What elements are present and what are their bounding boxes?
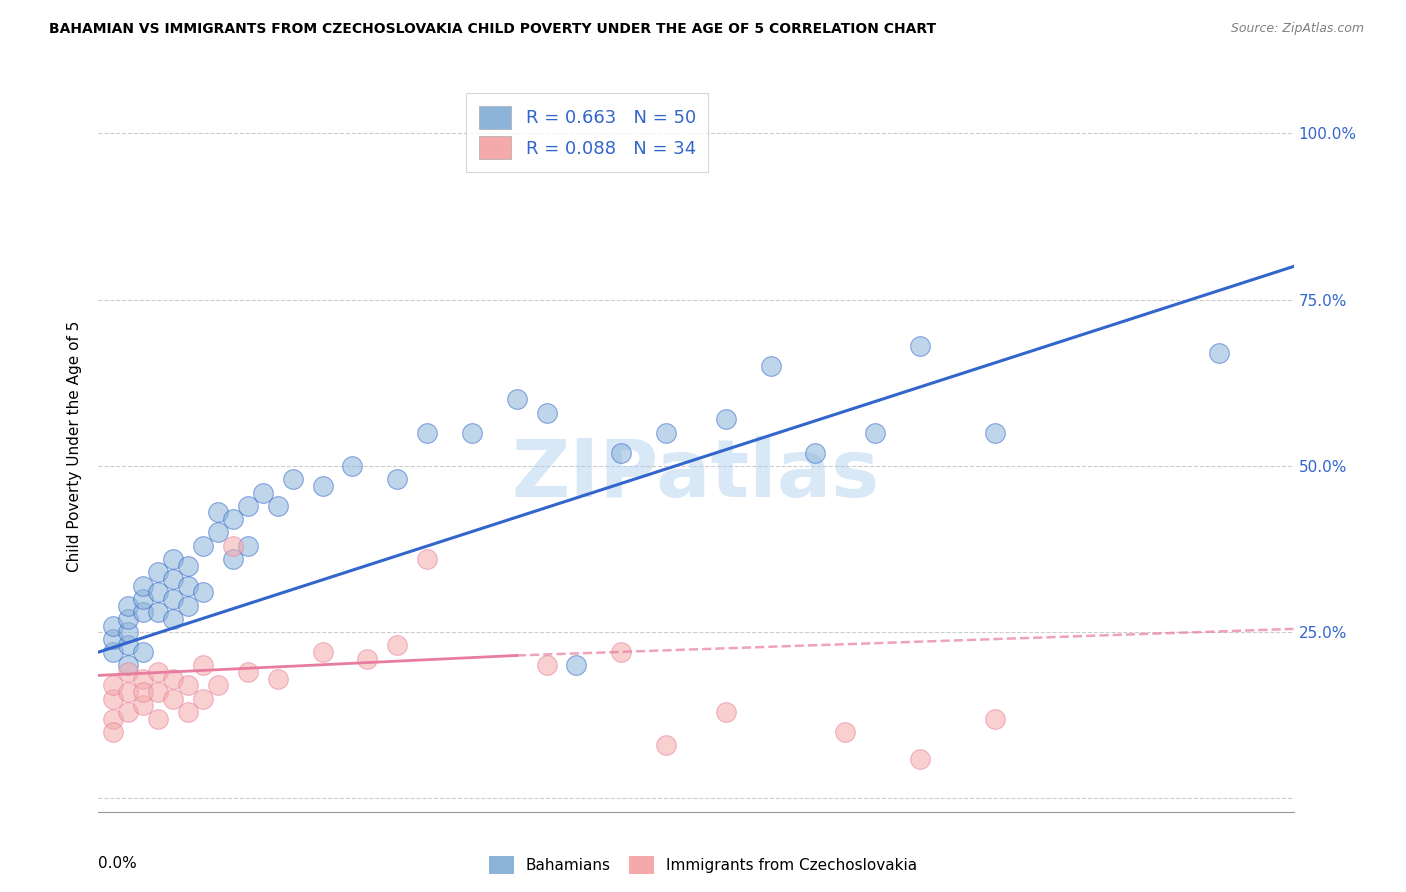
Point: [207, 525, 229, 540]
Point: [236, 539, 259, 553]
Point: [610, 645, 633, 659]
Text: ZIPatlas: ZIPatlas: [512, 436, 880, 515]
Point: [236, 665, 259, 679]
Point: [103, 645, 125, 659]
Point: [984, 425, 1007, 440]
Point: [117, 612, 139, 626]
Point: [191, 585, 214, 599]
Point: [177, 558, 200, 573]
Point: [714, 705, 737, 719]
Point: [148, 585, 170, 599]
Point: [117, 639, 139, 653]
Point: [311, 645, 333, 659]
Point: [311, 479, 333, 493]
Point: [908, 751, 931, 765]
Point: [759, 359, 782, 374]
Text: Source: ZipAtlas.com: Source: ZipAtlas.com: [1230, 22, 1364, 36]
Point: [236, 499, 259, 513]
Point: [536, 406, 558, 420]
Point: [132, 579, 155, 593]
Point: [610, 445, 633, 459]
Point: [117, 705, 139, 719]
Point: [281, 472, 304, 486]
Point: [565, 658, 588, 673]
Point: [132, 698, 155, 713]
Point: [103, 712, 125, 726]
Point: [207, 506, 229, 520]
Point: [416, 552, 439, 566]
Y-axis label: Child Poverty Under the Age of 5: Child Poverty Under the Age of 5: [67, 320, 83, 572]
Point: [132, 645, 155, 659]
Point: [132, 591, 155, 606]
Point: [222, 552, 245, 566]
Point: [117, 658, 139, 673]
Point: [177, 678, 200, 692]
Legend: Bahamians, Immigrants from Czechoslovakia: Bahamians, Immigrants from Czechoslovaki…: [484, 850, 922, 880]
Point: [117, 625, 139, 640]
Point: [162, 691, 184, 706]
Point: [267, 672, 290, 686]
Point: [342, 458, 364, 473]
Point: [908, 339, 931, 353]
Point: [191, 539, 214, 553]
Text: 0.0%: 0.0%: [98, 855, 138, 871]
Point: [148, 665, 170, 679]
Point: [162, 612, 184, 626]
Point: [804, 445, 827, 459]
Point: [162, 591, 184, 606]
Point: [148, 605, 170, 619]
Point: [177, 705, 200, 719]
Point: [103, 618, 125, 632]
Point: [162, 672, 184, 686]
Point: [536, 658, 558, 673]
Point: [191, 691, 214, 706]
Point: [356, 652, 378, 666]
Point: [461, 425, 484, 440]
Point: [385, 639, 409, 653]
Point: [385, 472, 409, 486]
Point: [103, 691, 125, 706]
Point: [117, 685, 139, 699]
Point: [162, 552, 184, 566]
Point: [252, 485, 274, 500]
Point: [865, 425, 887, 440]
Point: [117, 599, 139, 613]
Point: [714, 412, 737, 426]
Point: [984, 712, 1007, 726]
Point: [132, 672, 155, 686]
Point: [162, 572, 184, 586]
Point: [222, 539, 245, 553]
Point: [148, 685, 170, 699]
Point: [103, 632, 125, 646]
Point: [834, 725, 856, 739]
Point: [207, 678, 229, 692]
Legend: R = 0.663   N = 50, R = 0.088   N = 34: R = 0.663 N = 50, R = 0.088 N = 34: [465, 93, 709, 172]
Text: BAHAMIAN VS IMMIGRANTS FROM CZECHOSLOVAKIA CHILD POVERTY UNDER THE AGE OF 5 CORR: BAHAMIAN VS IMMIGRANTS FROM CZECHOSLOVAK…: [49, 22, 936, 37]
Point: [1208, 346, 1230, 360]
Point: [148, 566, 170, 580]
Point: [132, 685, 155, 699]
Point: [655, 425, 678, 440]
Point: [416, 425, 439, 440]
Point: [117, 665, 139, 679]
Point: [655, 738, 678, 752]
Point: [148, 712, 170, 726]
Point: [103, 678, 125, 692]
Point: [103, 725, 125, 739]
Point: [267, 499, 290, 513]
Point: [506, 392, 529, 407]
Point: [132, 605, 155, 619]
Point: [177, 579, 200, 593]
Point: [177, 599, 200, 613]
Point: [222, 512, 245, 526]
Point: [191, 658, 214, 673]
